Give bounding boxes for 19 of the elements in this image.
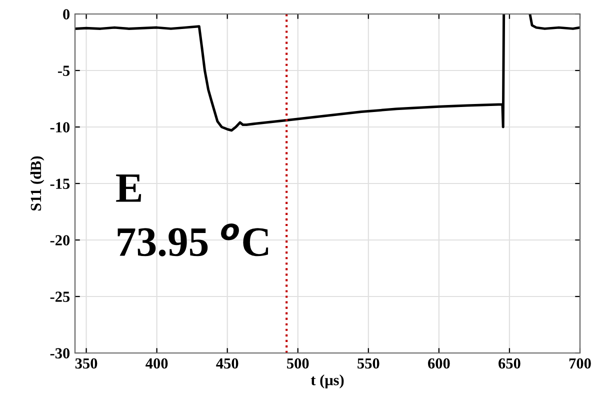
y-tick-label: -25 <box>50 292 70 302</box>
x-tick-label: 350 <box>75 358 98 369</box>
y-tick-label: -15 <box>50 178 70 189</box>
x-tick-label: 450 <box>216 358 238 369</box>
annotation: E <box>116 174 142 202</box>
y-tick-label: -30 <box>50 348 70 358</box>
x-tick-label: 600 <box>428 358 450 369</box>
annotation: 73.95 $^{o}$C <box>118 223 268 256</box>
y-tick-label: -10 <box>50 122 70 132</box>
x-tick-label: 550 <box>358 358 380 369</box>
x-tick-label: 650 <box>498 358 520 369</box>
x-axis-title: t (μs) <box>310 374 344 388</box>
x-tick-label: 700 <box>569 358 591 369</box>
y-tick-label: -5 <box>58 66 70 76</box>
x-tick-label: 400 <box>146 358 168 369</box>
y-tick-label: -20 <box>50 235 70 246</box>
y-tick-label: 0 <box>63 9 70 20</box>
y-axis-title: S11 (dB) <box>30 156 44 210</box>
x-tick-label: 500 <box>287 358 309 369</box>
